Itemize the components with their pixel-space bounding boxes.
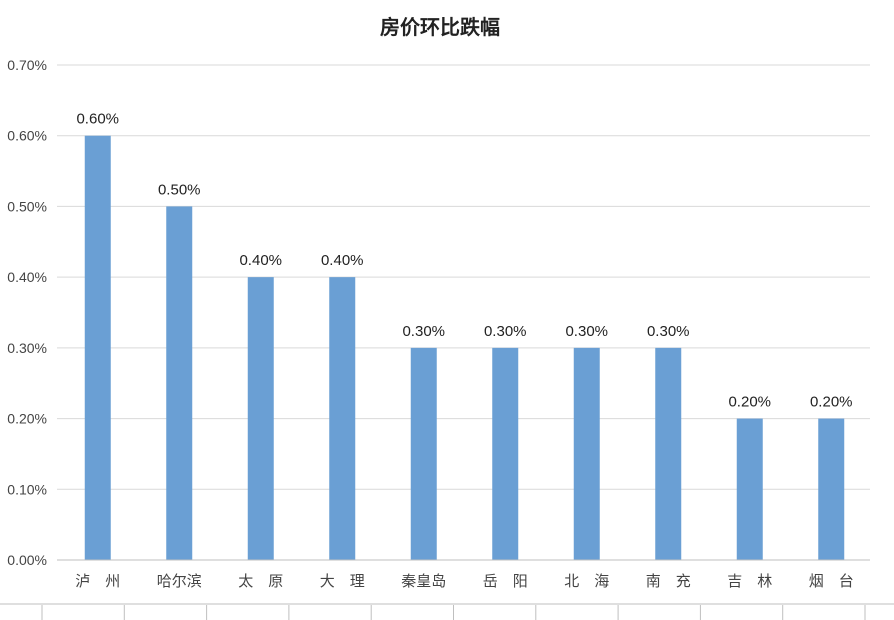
bar: [247, 277, 274, 560]
y-tick-label: 0.40%: [7, 269, 47, 285]
y-tick-label: 0.10%: [7, 481, 47, 497]
chart-title: 房价环比跌幅: [380, 15, 500, 39]
x-tick-label: 泸 州: [75, 572, 120, 590]
x-tick-label: 北 海: [564, 572, 609, 590]
x-tick-label: 哈尔滨: [157, 572, 202, 590]
x-tick-label: 太 原: [238, 572, 283, 590]
bar: [329, 277, 356, 560]
y-axis-tick-labels: 0.00% 0.10% 0.20% 0.30% 0.40% 0.50% 0.60% 0.70%: [7, 57, 47, 568]
x-tick-label: 秦皇岛: [401, 572, 446, 590]
x-tick-label: 吉 林: [727, 572, 772, 590]
data-label: 0.30%: [565, 323, 608, 340]
data-label: 0.30%: [402, 323, 445, 340]
bar: [736, 418, 763, 560]
bar: [84, 135, 111, 560]
x-tick-label: 大 理: [320, 572, 365, 590]
data-label: 0.20%: [810, 394, 853, 411]
data-label: 0.30%: [647, 323, 690, 340]
bar: [818, 418, 845, 560]
data-label: 0.60%: [76, 111, 119, 128]
y-tick-label: 0.00%: [7, 552, 47, 568]
y-tick-label: 0.70%: [7, 57, 47, 73]
bars: [84, 135, 845, 560]
bar: [492, 347, 519, 560]
bar: [166, 206, 193, 560]
data-label: 0.30%: [484, 323, 527, 340]
x-tick-label: 烟 台: [809, 572, 854, 590]
data-label: 0.50%: [158, 181, 201, 198]
y-tick-label: 0.50%: [7, 198, 47, 214]
data-labels: 0.60% 0.50% 0.40% 0.40% 0.30% 0.30% 0.30% 0.30%…: [76, 111, 852, 411]
bottom-axis: [0, 559, 894, 620]
y-tick-label: 0.60%: [7, 128, 47, 144]
bar: [573, 347, 600, 560]
bar: [655, 347, 682, 560]
x-tick-label: 岳 阳: [483, 572, 528, 590]
y-tick-label: 0.20%: [7, 411, 47, 427]
x-tick-label: 南 充: [646, 572, 691, 590]
bar: [410, 347, 437, 560]
data-label: 0.40%: [239, 252, 282, 269]
gridlines: [57, 64, 870, 490]
y-tick-label: 0.30%: [7, 340, 47, 356]
data-label: 0.40%: [321, 252, 364, 269]
x-axis-tick-labels: 泸 州 哈尔滨 太 原 大 理 秦皇岛 岳 阳 北 海 南 充 吉 林 烟 台: [75, 572, 854, 590]
data-label: 0.20%: [728, 394, 771, 411]
